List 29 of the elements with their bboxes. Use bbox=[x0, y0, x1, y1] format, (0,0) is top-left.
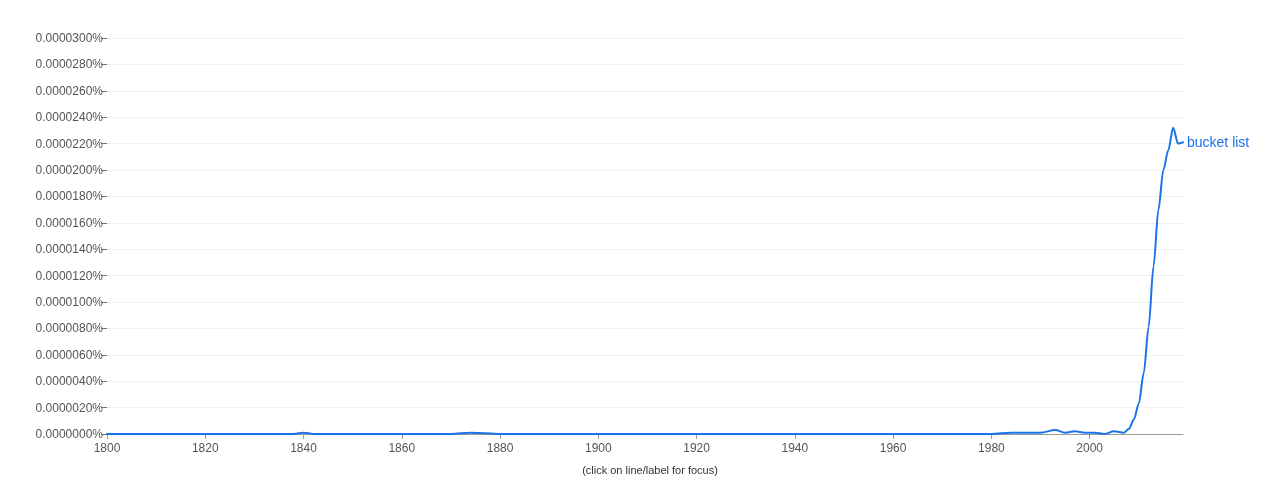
y-tick-label: 0.0000140% bbox=[35, 242, 104, 257]
x-tick-label: 2000 bbox=[1076, 441, 1104, 455]
y-tick-label: 0.0000280% bbox=[35, 57, 104, 72]
y-tick-label: 0.0000120% bbox=[35, 268, 104, 283]
y-tick-label: 0.0000060% bbox=[35, 347, 104, 362]
y-tick-label: 0.0000100% bbox=[35, 295, 104, 309]
x-tick-label: 1900 bbox=[584, 441, 612, 455]
x-tick-label: 1820 bbox=[191, 441, 219, 455]
x-tick-label: 1800 bbox=[93, 441, 121, 455]
y-tick-label: 0.0000160% bbox=[35, 215, 104, 230]
y-tick-label: 0.0000300% bbox=[35, 31, 104, 45]
series-label: bucket list bbox=[1187, 134, 1250, 151]
x-tick-label: 1920 bbox=[683, 441, 711, 455]
text: (click on line/label for focus) bbox=[582, 463, 718, 476]
x-tick-label: 1940 bbox=[781, 441, 809, 455]
y-tick-label: 0.0000240% bbox=[35, 110, 104, 125]
x-tick-label: 1880 bbox=[486, 441, 514, 455]
y-tick-label: 0.0000000% bbox=[35, 427, 104, 441]
x-tick-label: 1860 bbox=[388, 441, 416, 455]
y-tick-label: 0.0000260% bbox=[35, 83, 104, 98]
x-tick-label: 1980 bbox=[978, 441, 1006, 455]
y-tick-label: 0.0000220% bbox=[35, 136, 104, 151]
y-tick-label: 0.0000180% bbox=[35, 189, 104, 204]
y-tick-label: 0.0000020% bbox=[35, 400, 104, 415]
y-tick-label: 0.0000200% bbox=[35, 163, 104, 177]
y-tick-label: 0.0000040% bbox=[35, 374, 104, 389]
y-tick-label: 0.0000080% bbox=[35, 321, 104, 336]
x-tick-label: 1840 bbox=[290, 441, 318, 455]
x-tick-label: 1960 bbox=[879, 441, 907, 455]
